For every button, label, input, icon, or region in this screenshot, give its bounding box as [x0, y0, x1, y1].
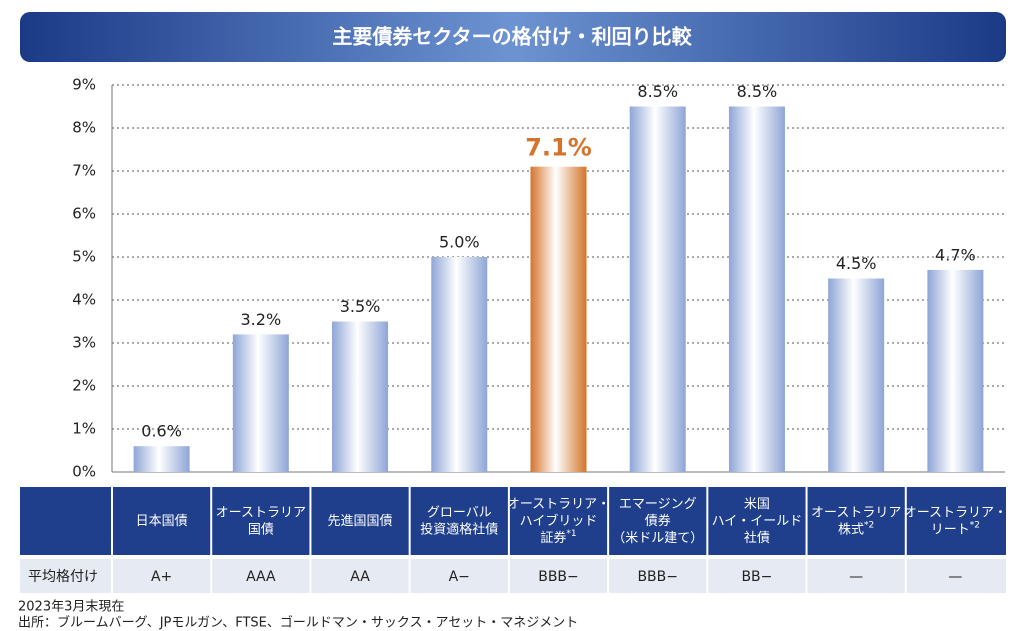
y-tick-label: 7%	[72, 162, 96, 180]
value-label: 8.5%	[637, 82, 678, 101]
y-tick-label: 1%	[72, 420, 96, 438]
bar	[530, 166, 587, 472]
y-tick-label: 2%	[72, 377, 96, 395]
y-tick-label: 3%	[72, 334, 96, 352]
y-tick-label: 5%	[72, 248, 96, 266]
value-label: 7.1%	[525, 134, 592, 162]
y-tick-label: 4%	[72, 291, 96, 309]
bar	[728, 106, 785, 472]
y-tick-label: 6%	[72, 205, 96, 223]
value-label: 5.0%	[439, 233, 480, 252]
value-label: 0.6%	[141, 422, 182, 441]
value-label: 3.5%	[340, 297, 381, 316]
bar	[332, 321, 389, 472]
rating: —	[849, 569, 863, 585]
table-row	[20, 559, 1006, 593]
rating: A−	[449, 569, 470, 585]
category-label: 日本国債	[136, 514, 188, 529]
rating: A+	[151, 569, 172, 585]
value-label: 4.7%	[935, 245, 976, 264]
row-label: 平均格付け	[28, 569, 98, 585]
bar	[431, 257, 488, 472]
table-header	[20, 487, 1006, 555]
footnote: 出所：ブルームバーグ、JPモルガン、FTSE、ゴールドマン・サックス・アセット・…	[18, 615, 578, 631]
bar	[629, 106, 686, 472]
value-label: 8.5%	[737, 82, 778, 101]
value-label: 3.2%	[241, 310, 282, 329]
bar	[927, 269, 984, 472]
chart-title: 主要債券セクターの格付け・利回り比較	[332, 25, 692, 49]
category-label: 先進国国債	[328, 514, 393, 529]
bar	[133, 446, 190, 472]
category-label: オーストラリア国債	[216, 505, 306, 537]
title-banner	[20, 12, 1006, 62]
y-tick-label: 8%	[72, 119, 96, 137]
category-label: オーストラリア株式*2	[811, 505, 901, 537]
category-label: 米国ハイ・イールド社債	[712, 497, 803, 546]
bar	[232, 334, 289, 472]
rating: AA	[350, 569, 370, 585]
y-tick-label: 9%	[72, 76, 96, 94]
value-label: 4.5%	[836, 254, 877, 273]
category-label: オーストラリア・リート*2	[904, 505, 1007, 537]
category-label: エマージング債券（米ドル建て）	[612, 497, 703, 546]
category-label: グローバル投資適格社債	[420, 505, 498, 537]
rating: BBB−	[538, 569, 579, 585]
y-tick-label: 0%	[72, 463, 96, 481]
rating: BBB−	[637, 569, 678, 585]
rating: AAA	[246, 569, 276, 585]
footnote: 2023年3月末現在	[18, 600, 124, 615]
rating: BB−	[741, 569, 772, 585]
bar	[828, 278, 885, 472]
rating: —	[948, 569, 962, 585]
